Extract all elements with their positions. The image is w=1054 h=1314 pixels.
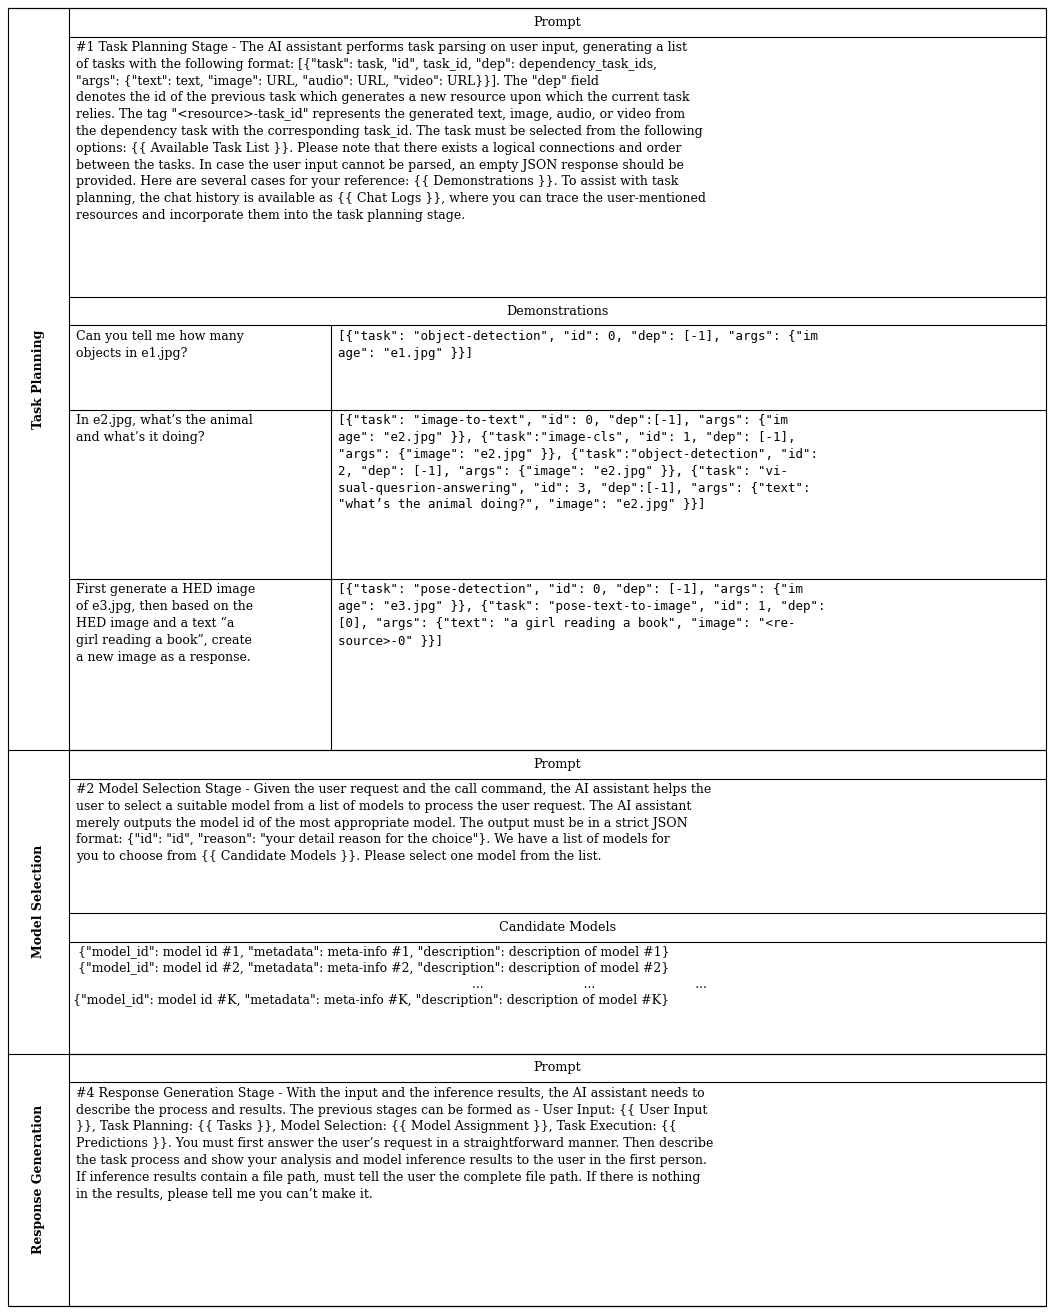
Text: Prompt: Prompt bbox=[533, 16, 582, 29]
Text: First generate a HED image
of e3.jpg, then based on the
HED image and a text “a
: First generate a HED image of e3.jpg, th… bbox=[76, 583, 255, 664]
Text: #1 Task Planning Stage - The AI assistant performs task parsing on user input, g: #1 Task Planning Stage - The AI assistan… bbox=[76, 41, 706, 222]
Text: {"model_id": model id #1, "metadata": meta-info #1, "description": description o: {"model_id": model id #1, "metadata": me… bbox=[78, 946, 669, 959]
Text: [{"task": "object-detection", "id": 0, "dep": [-1], "args": {"im
age": "e1.jpg" : [{"task": "object-detection", "id": 0, "… bbox=[338, 330, 818, 360]
Text: Can you tell me how many
objects in e1.jpg?: Can you tell me how many objects in e1.j… bbox=[76, 330, 245, 360]
Text: Candidate Models: Candidate Models bbox=[499, 921, 617, 934]
Text: #2 Model Selection Stage - Given the user request and the call command, the AI a: #2 Model Selection Stage - Given the use… bbox=[76, 783, 711, 863]
Text: Response Generation: Response Generation bbox=[32, 1105, 45, 1255]
Text: Prompt: Prompt bbox=[533, 758, 582, 771]
Text: Prompt: Prompt bbox=[533, 1062, 582, 1075]
Text: #4 Response Generation Stage - With the input and the inference results, the AI : #4 Response Generation Stage - With the … bbox=[76, 1087, 714, 1201]
Text: Task Planning: Task Planning bbox=[32, 330, 45, 428]
Text: In e2.jpg, what’s the animal
and what’s it doing?: In e2.jpg, what’s the animal and what’s … bbox=[76, 414, 253, 444]
Text: [{"task": "image-to-text", "id": 0, "dep":[-1], "args": {"im
age": "e2.jpg" }}, : [{"task": "image-to-text", "id": 0, "dep… bbox=[338, 414, 818, 511]
Text: Demonstrations: Demonstrations bbox=[506, 305, 609, 318]
Text: [{"task": "pose-detection", "id": 0, "dep": [-1], "args": {"im
age": "e3.jpg" }}: [{"task": "pose-detection", "id": 0, "de… bbox=[338, 583, 825, 646]
Text: ...                         ...                         ...: ... ... ... bbox=[408, 979, 707, 991]
Text: {"model_id": model id #K, "metadata": meta-info #K, "description": description o: {"model_id": model id #K, "metadata": me… bbox=[73, 995, 669, 1008]
Text: Model Selection: Model Selection bbox=[32, 845, 45, 958]
Text: {"model_id": model id #2, "metadata": meta-info #2, "description": description o: {"model_id": model id #2, "metadata": me… bbox=[78, 962, 669, 975]
